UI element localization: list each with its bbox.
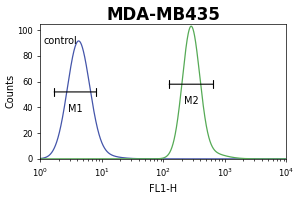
Y-axis label: Counts: Counts [6,74,16,108]
Text: control: control [44,36,77,46]
Text: M2: M2 [184,96,198,106]
X-axis label: FL1-H: FL1-H [149,184,177,194]
Title: MDA-MB435: MDA-MB435 [106,6,220,24]
Text: M1: M1 [68,104,82,114]
